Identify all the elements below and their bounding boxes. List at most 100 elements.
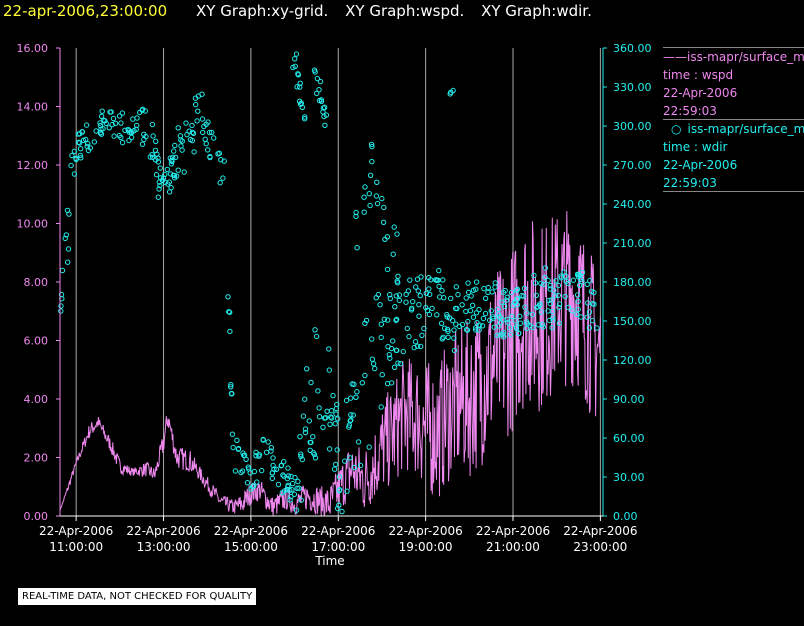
wdir-point [441,295,447,301]
wdir-point [342,458,348,464]
wdir-point [270,462,276,469]
wdir-point [445,334,451,340]
right-y-tick-label: 240.00 [613,198,652,211]
wdir-point [97,122,104,129]
wdir-point [470,314,477,320]
wdir-point [333,411,339,417]
wdir-point [378,404,384,410]
wdir-point [390,251,396,257]
wdir-point [155,155,161,161]
wdir-point [62,235,68,242]
wdir-point [423,290,429,296]
legend-wspd-time: 22:59:03 [663,104,717,118]
wdir-point [93,128,99,134]
wdir-point [387,292,393,298]
wdir-point [287,497,293,503]
wdir-point [385,343,391,350]
right-y-tick-label: 60.00 [613,432,645,445]
wdir-point [77,146,84,152]
wdir-point [312,327,318,333]
wdir-point [85,141,91,147]
wdir-point [157,182,163,189]
wdir-point [295,478,301,485]
x-tick-label-time: 13:00:00 [137,540,191,554]
wdir-point [118,120,124,126]
legend-entry-wspd[interactable]: ——iss-mapr/surface_m time : wspd 22-Apr-… [663,48,804,120]
wdir-point [58,308,64,314]
wdir-point [65,259,71,265]
legend-entry-wdir[interactable]: ○ iss-mapr/surface_m time : wdir 22-Apr-2… [663,120,804,192]
wdir-point [429,305,435,312]
wdir-point [416,313,422,319]
wdir-point [451,335,457,341]
x-tick-label-time: 21:00:00 [486,540,540,554]
wdir-point [514,287,520,294]
wdir-point [485,289,491,296]
wdir-point [481,285,487,292]
graph-title-xy-grid[interactable]: XY Graph:xy-grid. [196,2,329,20]
wdir-point [312,455,319,461]
wdir-point [344,488,350,494]
wdir-point [500,331,506,338]
wdir-point [119,110,126,116]
wdir-point [107,109,113,115]
wdir-point [375,291,382,298]
wdir-point [531,272,537,279]
wdir-point [300,413,307,419]
wdir-point [396,297,403,304]
legend-wdir-date: 22-Apr-2006 [663,158,738,172]
wdir-point [381,316,387,322]
right-y-tick-label: 120.00 [613,354,652,367]
wdir-point [502,303,508,310]
wdir-point [168,185,174,191]
wdir-point [372,365,378,372]
wdir-point [128,129,134,135]
wdir-point [285,484,291,490]
wdir-point [284,475,291,482]
wdir-point [410,298,416,305]
wdir-point [584,314,590,320]
wdir-point [426,311,433,318]
wdir-point [171,175,178,181]
wdir-point [168,161,175,167]
wdir-point [374,200,381,207]
wdir-point [273,466,280,472]
wdir-point [391,224,397,230]
wdir-point [552,293,558,299]
wdir-point [304,366,310,372]
wdir-point [412,339,419,345]
wdir-point [362,372,368,379]
wdir-point [433,277,439,283]
graph-title-wdir[interactable]: XY Graph:wdir. [481,2,592,20]
wdir-point [205,119,211,125]
wdir-point [482,310,489,317]
wdir-point [328,414,334,420]
wdir-point [332,421,338,427]
wdir-point [589,317,596,324]
wdir-point [367,172,374,179]
wdir-point [249,483,256,490]
wdir-point [395,273,401,279]
wdir-point [71,148,78,155]
wdir-point [546,297,552,304]
wdir-point [574,311,580,317]
wdir-point [388,380,395,386]
wdir-point [362,184,368,190]
wdir-point [225,294,231,300]
wdir-point [253,453,259,459]
wdir-point [416,302,422,308]
wdir-point [178,143,184,149]
wdir-point [316,414,323,420]
wdir-point [485,284,491,291]
wdir-point [334,505,341,512]
wdir-point [336,488,342,494]
wdir-point [99,108,105,114]
wdir-point [586,309,593,315]
wdir-point [164,166,171,173]
wdir-point [206,129,213,136]
right-y-tick-label: 270.00 [613,159,652,172]
wdir-point [134,122,140,129]
graph-title-wspd[interactable]: XY Graph:wspd. [345,2,465,20]
wdir-point [545,277,551,284]
wdir-point [191,149,197,155]
